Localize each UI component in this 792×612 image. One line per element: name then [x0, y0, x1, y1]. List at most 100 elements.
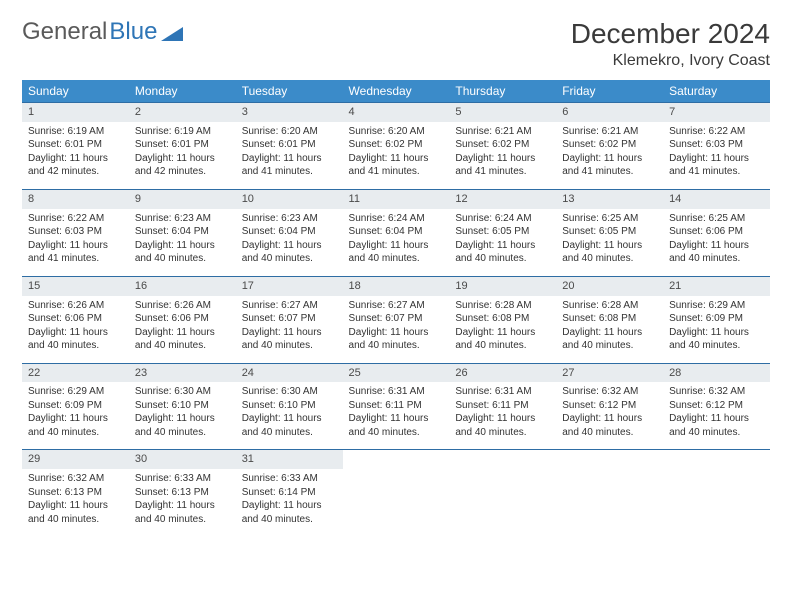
sunset-line: Sunset: 6:11 PM	[349, 399, 444, 413]
daylight-line: Daylight: 11 hours and 40 minutes.	[669, 326, 764, 353]
day-number: 24	[236, 364, 343, 383]
day-number: 11	[343, 190, 450, 209]
sunset-line: Sunset: 6:03 PM	[669, 138, 764, 152]
day-number: 17	[236, 277, 343, 296]
sunrise-line: Sunrise: 6:31 AM	[455, 385, 550, 399]
calendar-week: 15Sunrise: 6:26 AMSunset: 6:06 PMDayligh…	[22, 276, 770, 363]
calendar-cell: 2Sunrise: 6:19 AMSunset: 6:01 PMDaylight…	[129, 103, 236, 190]
day-number: 30	[129, 450, 236, 469]
sunrise-line: Sunrise: 6:27 AM	[242, 299, 337, 313]
calendar-cell: 17Sunrise: 6:27 AMSunset: 6:07 PMDayligh…	[236, 276, 343, 363]
day-number: 21	[663, 277, 770, 296]
calendar-cell: 27Sunrise: 6:32 AMSunset: 6:12 PMDayligh…	[556, 363, 663, 450]
sunset-line: Sunset: 6:01 PM	[242, 138, 337, 152]
day-number: 27	[556, 364, 663, 383]
day-header: Friday	[556, 80, 663, 103]
sunrise-line: Sunrise: 6:28 AM	[562, 299, 657, 313]
day-number: 4	[343, 103, 450, 122]
calendar-cell: 12Sunrise: 6:24 AMSunset: 6:05 PMDayligh…	[449, 189, 556, 276]
sunrise-line: Sunrise: 6:28 AM	[455, 299, 550, 313]
calendar-cell: 11Sunrise: 6:24 AMSunset: 6:04 PMDayligh…	[343, 189, 450, 276]
calendar-cell: 13Sunrise: 6:25 AMSunset: 6:05 PMDayligh…	[556, 189, 663, 276]
sunrise-line: Sunrise: 6:33 AM	[242, 472, 337, 486]
sunset-line: Sunset: 6:14 PM	[242, 486, 337, 500]
day-body: Sunrise: 6:20 AMSunset: 6:01 PMDaylight:…	[236, 122, 343, 189]
daylight-line: Daylight: 11 hours and 40 minutes.	[28, 326, 123, 353]
day-header: Monday	[129, 80, 236, 103]
daylight-line: Daylight: 11 hours and 40 minutes.	[349, 412, 444, 439]
sunset-line: Sunset: 6:08 PM	[562, 312, 657, 326]
calendar-cell: 4Sunrise: 6:20 AMSunset: 6:02 PMDaylight…	[343, 103, 450, 190]
day-number: 13	[556, 190, 663, 209]
day-number: 16	[129, 277, 236, 296]
day-number: 20	[556, 277, 663, 296]
sunrise-line: Sunrise: 6:23 AM	[242, 212, 337, 226]
daylight-line: Daylight: 11 hours and 41 minutes.	[669, 152, 764, 179]
sunrise-line: Sunrise: 6:21 AM	[562, 125, 657, 139]
day-body: Sunrise: 6:26 AMSunset: 6:06 PMDaylight:…	[129, 296, 236, 363]
sunrise-line: Sunrise: 6:30 AM	[242, 385, 337, 399]
calendar-cell: 19Sunrise: 6:28 AMSunset: 6:08 PMDayligh…	[449, 276, 556, 363]
daylight-line: Daylight: 11 hours and 40 minutes.	[28, 499, 123, 526]
daylight-line: Daylight: 11 hours and 40 minutes.	[135, 239, 230, 266]
calendar-cell: 6Sunrise: 6:21 AMSunset: 6:02 PMDaylight…	[556, 103, 663, 190]
day-body: Sunrise: 6:30 AMSunset: 6:10 PMDaylight:…	[236, 382, 343, 449]
location: Klemekro, Ivory Coast	[571, 52, 770, 70]
calendar-week: 22Sunrise: 6:29 AMSunset: 6:09 PMDayligh…	[22, 363, 770, 450]
day-header: Sunday	[22, 80, 129, 103]
sunset-line: Sunset: 6:06 PM	[669, 225, 764, 239]
calendar-cell: 8Sunrise: 6:22 AMSunset: 6:03 PMDaylight…	[22, 189, 129, 276]
day-number: 15	[22, 277, 129, 296]
daylight-line: Daylight: 11 hours and 40 minutes.	[455, 326, 550, 353]
daylight-line: Daylight: 11 hours and 40 minutes.	[135, 326, 230, 353]
day-body: Sunrise: 6:24 AMSunset: 6:04 PMDaylight:…	[343, 209, 450, 276]
title-block: December 2024 Klemekro, Ivory Coast	[571, 18, 770, 70]
sunrise-line: Sunrise: 6:31 AM	[349, 385, 444, 399]
day-body: Sunrise: 6:24 AMSunset: 6:05 PMDaylight:…	[449, 209, 556, 276]
sunset-line: Sunset: 6:02 PM	[349, 138, 444, 152]
daylight-line: Daylight: 11 hours and 40 minutes.	[455, 412, 550, 439]
sunset-line: Sunset: 6:09 PM	[28, 399, 123, 413]
day-number: 12	[449, 190, 556, 209]
sunrise-line: Sunrise: 6:27 AM	[349, 299, 444, 313]
day-body: Sunrise: 6:29 AMSunset: 6:09 PMDaylight:…	[22, 382, 129, 449]
day-body: Sunrise: 6:28 AMSunset: 6:08 PMDaylight:…	[556, 296, 663, 363]
sunset-line: Sunset: 6:04 PM	[135, 225, 230, 239]
day-header: Wednesday	[343, 80, 450, 103]
calendar-cell: 29Sunrise: 6:32 AMSunset: 6:13 PMDayligh…	[22, 450, 129, 536]
day-body: Sunrise: 6:21 AMSunset: 6:02 PMDaylight:…	[449, 122, 556, 189]
day-number: 5	[449, 103, 556, 122]
calendar-cell: 18Sunrise: 6:27 AMSunset: 6:07 PMDayligh…	[343, 276, 450, 363]
day-body: Sunrise: 6:22 AMSunset: 6:03 PMDaylight:…	[22, 209, 129, 276]
calendar-cell: 9Sunrise: 6:23 AMSunset: 6:04 PMDaylight…	[129, 189, 236, 276]
day-body: Sunrise: 6:30 AMSunset: 6:10 PMDaylight:…	[129, 382, 236, 449]
calendar-cell-empty	[343, 450, 450, 536]
sunset-line: Sunset: 6:10 PM	[135, 399, 230, 413]
day-body: Sunrise: 6:25 AMSunset: 6:06 PMDaylight:…	[663, 209, 770, 276]
sunrise-line: Sunrise: 6:25 AM	[562, 212, 657, 226]
sunrise-line: Sunrise: 6:20 AM	[349, 125, 444, 139]
sunrise-line: Sunrise: 6:32 AM	[669, 385, 764, 399]
day-number: 23	[129, 364, 236, 383]
sunset-line: Sunset: 6:07 PM	[242, 312, 337, 326]
sunrise-line: Sunrise: 6:33 AM	[135, 472, 230, 486]
daylight-line: Daylight: 11 hours and 40 minutes.	[135, 499, 230, 526]
day-body: Sunrise: 6:19 AMSunset: 6:01 PMDaylight:…	[129, 122, 236, 189]
sunset-line: Sunset: 6:05 PM	[455, 225, 550, 239]
day-number: 1	[22, 103, 129, 122]
sunrise-line: Sunrise: 6:20 AM	[242, 125, 337, 139]
day-header: Tuesday	[236, 80, 343, 103]
day-number: 29	[22, 450, 129, 469]
sunrise-line: Sunrise: 6:29 AM	[669, 299, 764, 313]
logo-text-blue: Blue	[109, 18, 157, 46]
calendar-cell: 7Sunrise: 6:22 AMSunset: 6:03 PMDaylight…	[663, 103, 770, 190]
daylight-line: Daylight: 11 hours and 42 minutes.	[28, 152, 123, 179]
daylight-line: Daylight: 11 hours and 40 minutes.	[562, 412, 657, 439]
sunset-line: Sunset: 6:09 PM	[669, 312, 764, 326]
day-body: Sunrise: 6:28 AMSunset: 6:08 PMDaylight:…	[449, 296, 556, 363]
sunrise-line: Sunrise: 6:19 AM	[135, 125, 230, 139]
sunset-line: Sunset: 6:10 PM	[242, 399, 337, 413]
sunrise-line: Sunrise: 6:24 AM	[349, 212, 444, 226]
day-body: Sunrise: 6:25 AMSunset: 6:05 PMDaylight:…	[556, 209, 663, 276]
sunset-line: Sunset: 6:13 PM	[135, 486, 230, 500]
